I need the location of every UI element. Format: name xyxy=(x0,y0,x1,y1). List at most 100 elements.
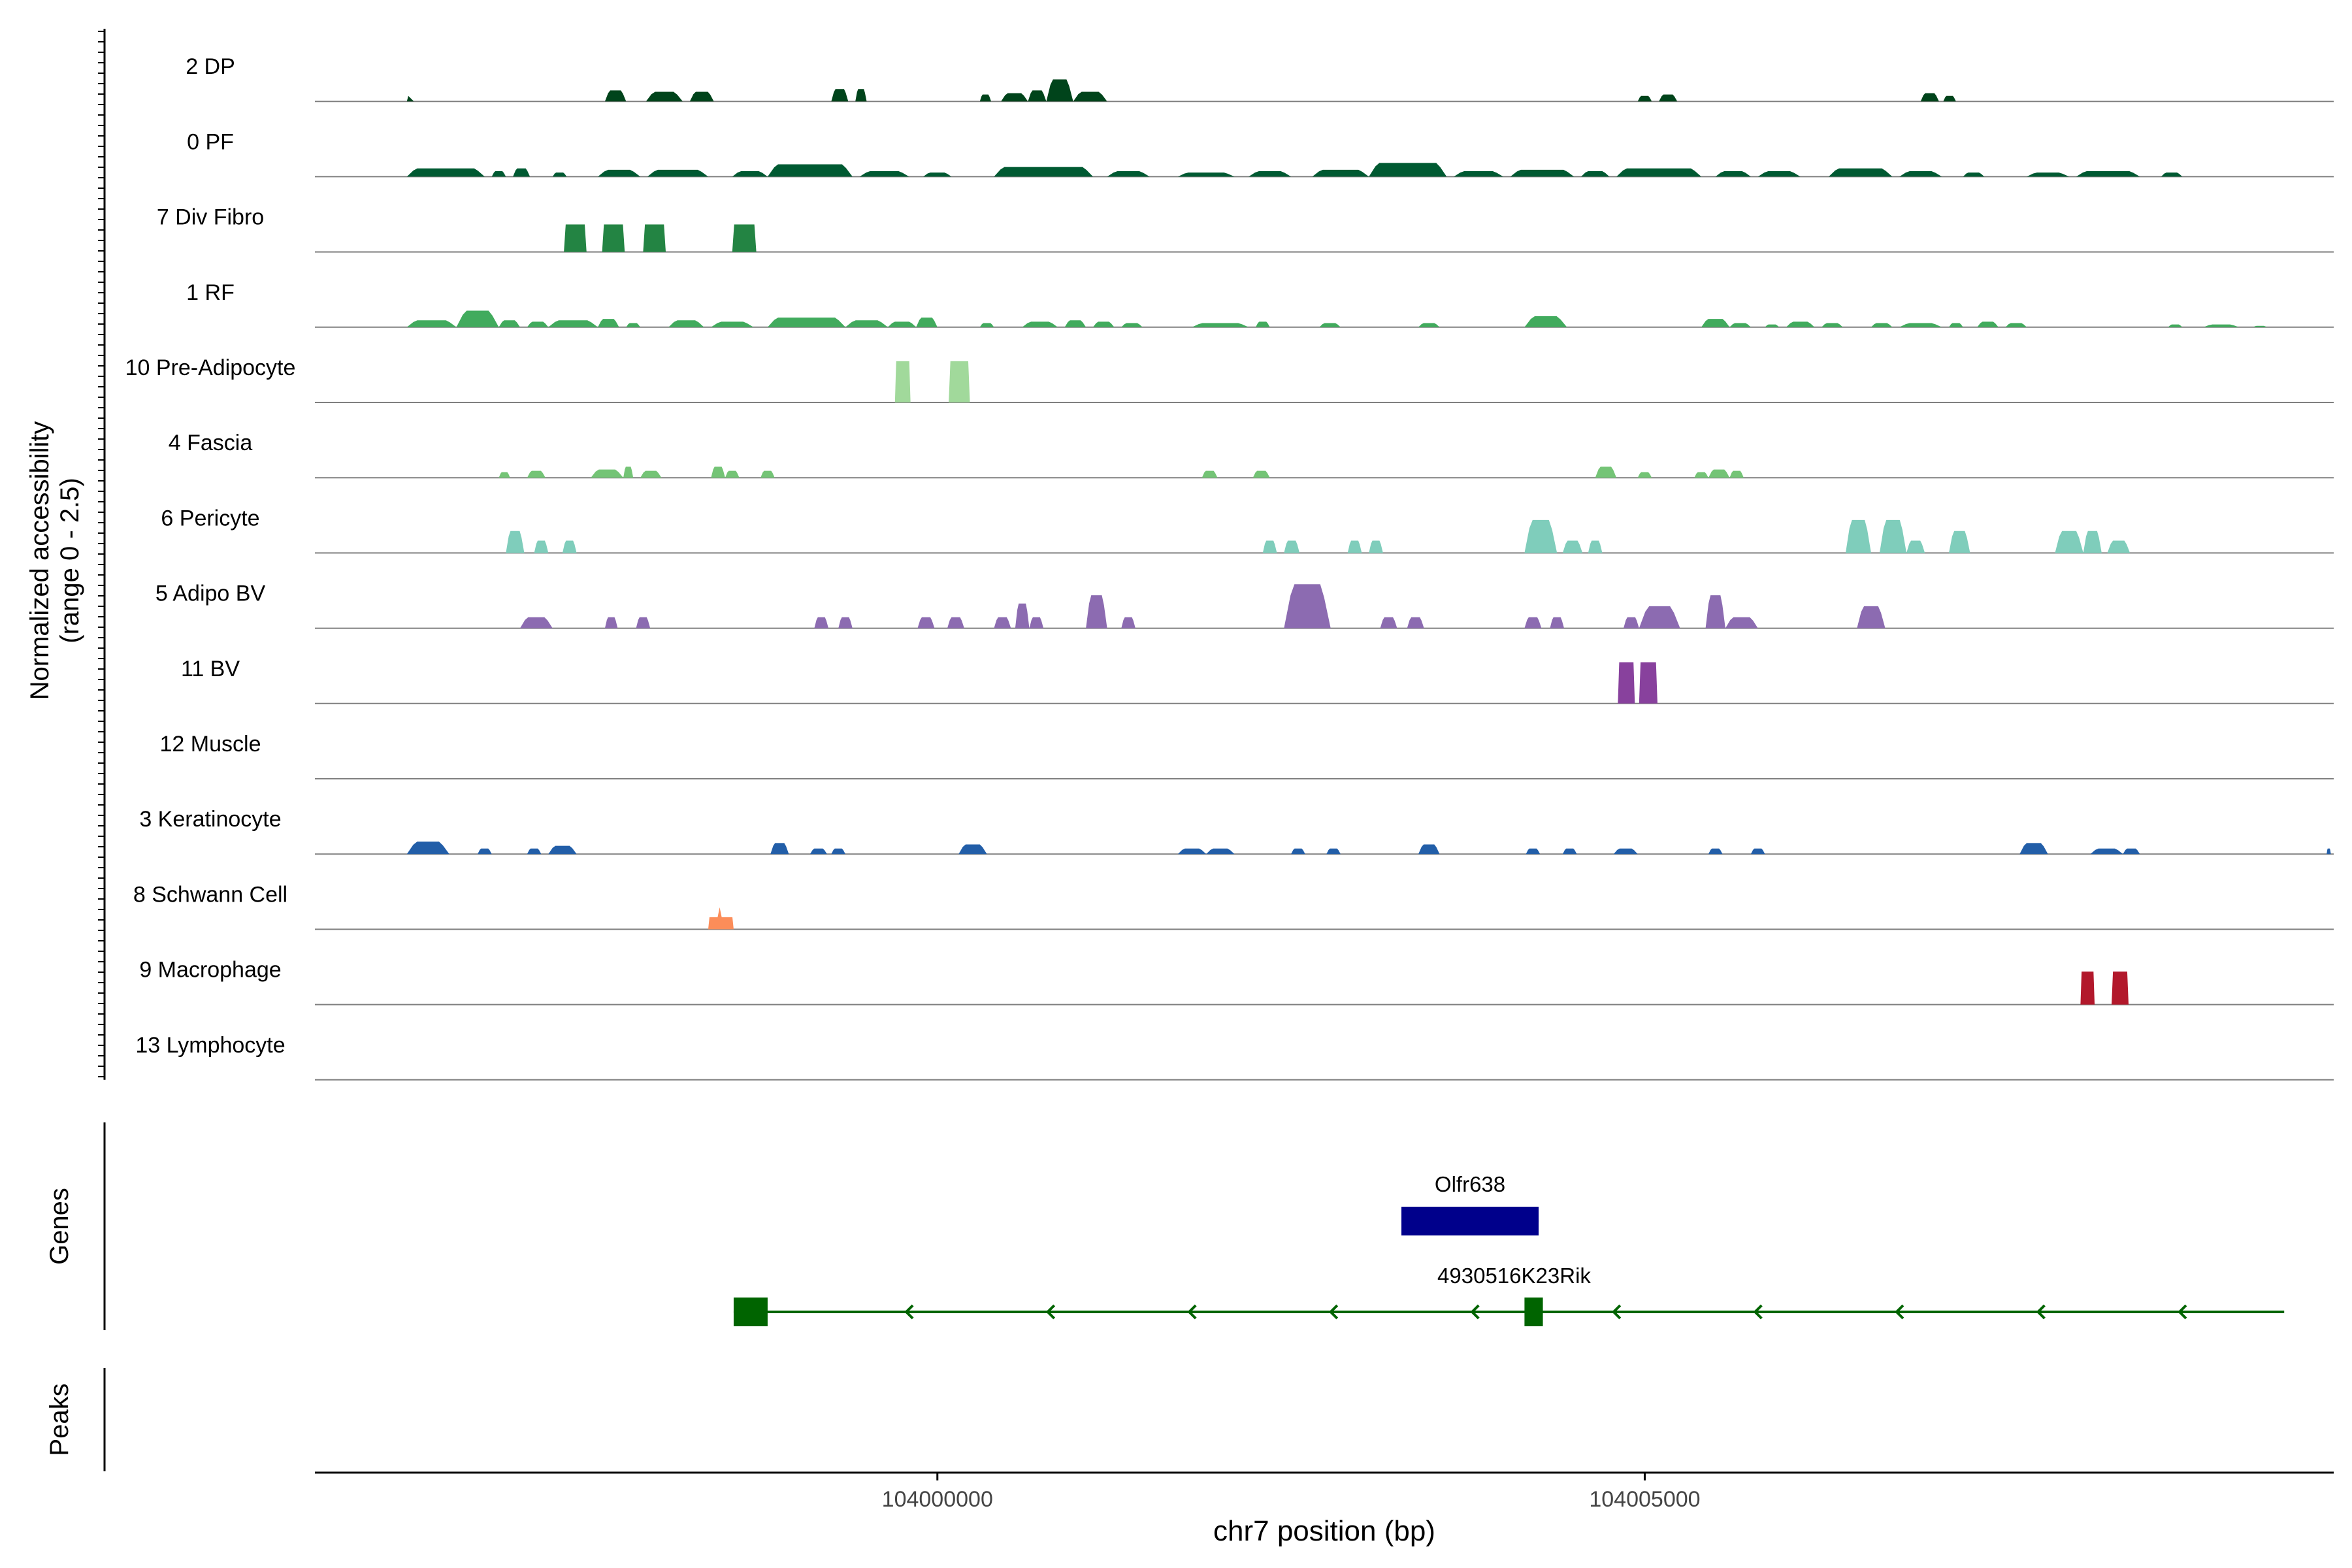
coverage-peak xyxy=(831,89,849,102)
coverage-peak xyxy=(2253,325,2268,327)
gene-exon xyxy=(1401,1207,1539,1235)
peaks-panel-label: Peaks xyxy=(45,1383,74,1456)
coverage-peak xyxy=(640,470,662,478)
coverage-peak xyxy=(2203,324,2239,327)
coverage-peak xyxy=(1121,617,1135,629)
coverage-peak xyxy=(845,320,888,327)
coverage-peak xyxy=(1550,617,1565,629)
coverage-peak xyxy=(1729,470,1744,478)
coverage-tracks: 2 DP 0 PF 7 Div Fibro 1 RF 10 Pre-Adipocyte 4… xyxy=(125,54,2334,1081)
coverage-peak xyxy=(1637,95,1652,102)
coverage-peak xyxy=(1418,323,1440,327)
coverage-peak xyxy=(1121,323,1143,327)
coverage-peak xyxy=(1694,472,1708,478)
gene-models: Olfr638 4930516K23Rik xyxy=(733,1172,2285,1326)
coverage-peak xyxy=(894,361,911,402)
coverage-peak xyxy=(1418,844,1440,855)
coverage-peak xyxy=(949,361,970,402)
coverage-peak xyxy=(767,318,846,327)
track-label: 10 Pre-Adipocyte xyxy=(125,355,296,380)
coverage-peak xyxy=(647,169,708,177)
genes-panel-label: Genes xyxy=(45,1188,74,1265)
coverage-peak xyxy=(1326,848,1341,855)
strand-arrow xyxy=(1470,1304,1480,1320)
coverage-peak xyxy=(564,224,587,252)
track-label: 8 Schwann Cell xyxy=(133,882,287,907)
coverage-peak xyxy=(1046,79,1073,102)
track-label: 13 Lymphocyte xyxy=(135,1033,285,1058)
coverage-peak xyxy=(711,321,754,327)
coverage-peak xyxy=(2019,843,2048,855)
coverage-peak xyxy=(1786,321,1815,327)
gene-label: 4930516K23Rik xyxy=(1437,1264,1591,1288)
coverage-peak xyxy=(643,224,666,252)
track-7-div-fibro: 7 Div Fibro xyxy=(157,205,2334,253)
coverage-peak xyxy=(506,531,525,553)
coverage-peak xyxy=(1022,321,1058,327)
coverage-peak xyxy=(1857,606,1886,629)
coverage-peak xyxy=(917,617,935,629)
coverage-peak xyxy=(598,169,641,177)
coverage-peak xyxy=(2027,172,2070,177)
coverage-peak xyxy=(1510,169,1575,177)
coverage-peak xyxy=(2123,848,2140,855)
coverage-peak xyxy=(1659,94,1678,102)
coverage-peak xyxy=(1639,606,1680,629)
coverage-peak xyxy=(1920,93,1939,102)
coverage-peak xyxy=(2005,323,2027,327)
track-label: 3 Keratinocyte xyxy=(139,807,281,832)
coverage-peak xyxy=(1249,171,1292,177)
coverage-peak xyxy=(406,95,414,102)
track-10-pre-adipocyte: 10 Pre-Adipocyte xyxy=(125,355,2334,403)
coverage-peak xyxy=(602,224,625,252)
track-label: 4 Fascia xyxy=(169,431,253,455)
coverage-peak xyxy=(598,319,619,327)
coverage-peak xyxy=(406,168,485,177)
coverage-peak xyxy=(1562,540,1583,553)
track-label: 6 Pericyte xyxy=(161,506,259,531)
coverage-peak xyxy=(1284,584,1331,629)
coverage-peak xyxy=(2083,531,2102,553)
coverage-peak xyxy=(562,540,577,553)
x-axis-tick-label: 104000000 xyxy=(882,1487,993,1512)
coverage-peak xyxy=(1715,171,1751,177)
coverage-peak xyxy=(2107,540,2131,553)
track-11-bv: 11 BV xyxy=(181,657,2334,704)
track-label: 11 BV xyxy=(181,657,240,681)
coverage-peak xyxy=(552,172,567,177)
coverage-peak xyxy=(548,845,577,855)
track-label: 2 DP xyxy=(186,54,235,79)
coverage-peak xyxy=(1708,848,1723,855)
coverage-peak xyxy=(1765,324,1780,327)
coverage-peak xyxy=(1524,316,1567,327)
coverage-peak xyxy=(958,844,987,855)
coverage-peak xyxy=(725,470,740,478)
gene-olfr638: Olfr638 xyxy=(1401,1172,1539,1235)
coverage-peak xyxy=(1524,519,1558,553)
coverage-peak xyxy=(1092,321,1115,327)
track-4-fascia: 4 Fascia xyxy=(169,431,2334,479)
peaks-panel: Peaks xyxy=(45,1368,106,1471)
coverage-peak xyxy=(994,167,1093,177)
track-9-macrophage: 9 Macrophage xyxy=(139,958,2334,1005)
track-1-rf: 1 RF xyxy=(186,280,2334,328)
track-label: 12 Muscle xyxy=(160,732,261,757)
coverage-peak xyxy=(645,91,683,102)
coverage-peak xyxy=(887,321,917,327)
coverage-peak xyxy=(2076,171,2140,177)
strand-arrow xyxy=(1611,1304,1622,1320)
strand-arrow xyxy=(904,1304,914,1320)
coverage-peak xyxy=(1380,617,1397,629)
coverage-peak xyxy=(1015,603,1030,629)
coverage-peak xyxy=(1708,469,1730,478)
coverage-peak xyxy=(1613,848,1638,855)
coverage-peak xyxy=(689,91,714,102)
coverage-peak xyxy=(1284,540,1300,553)
coverage-peak xyxy=(1562,848,1577,855)
coverage-peak xyxy=(548,320,598,327)
coverage-peak xyxy=(1206,848,1235,855)
coverage-peak xyxy=(1870,323,1893,327)
coverage-peak xyxy=(1201,470,1218,478)
